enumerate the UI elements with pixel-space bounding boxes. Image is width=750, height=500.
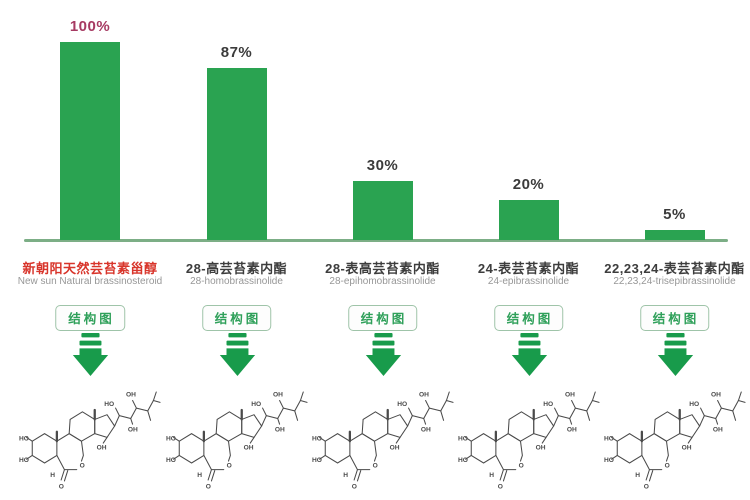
down-arrow-icon bbox=[365, 333, 401, 376]
svg-text:OH: OH bbox=[712, 427, 722, 434]
svg-text:O: O bbox=[518, 463, 523, 470]
svg-text:OH: OH bbox=[566, 427, 576, 434]
svg-text:HO: HO bbox=[458, 435, 468, 442]
chemical-structure: HO HO HO OH OH OH O O H bbox=[604, 391, 746, 491]
bar bbox=[206, 67, 267, 240]
svg-text:H: H bbox=[343, 472, 348, 479]
bar-value-label: 20% bbox=[512, 176, 545, 194]
svg-text:O: O bbox=[205, 484, 210, 491]
svg-text:HO: HO bbox=[251, 401, 261, 408]
svg-text:OH: OH bbox=[681, 445, 691, 452]
down-arrow-icon bbox=[219, 333, 255, 376]
svg-text:OH: OH bbox=[535, 445, 545, 452]
svg-text:OH: OH bbox=[564, 392, 574, 399]
down-arrow-icon bbox=[72, 333, 109, 376]
structure-button[interactable]: 结构图 bbox=[493, 305, 564, 331]
compound-name-zh: 28-高芸苔素内酯 bbox=[185, 261, 288, 276]
svg-text:O: O bbox=[497, 484, 502, 491]
compound-name-en: 22,23,24-trisepibrassinolide bbox=[613, 276, 736, 287]
svg-text:H: H bbox=[50, 472, 55, 479]
compound-column: 100% 新朝阳天然芸苔素甾醇 New sun Natural brassino… bbox=[17, 0, 163, 500]
svg-text:OH: OH bbox=[274, 427, 284, 434]
svg-text:O: O bbox=[80, 463, 85, 470]
svg-text:HO: HO bbox=[104, 401, 114, 408]
compound-column: 5% 22,23,24-表芸苔素内酯 22,23,24-trisepibrass… bbox=[602, 0, 748, 500]
compound-column: 20% 24-表芸苔素内酯 24-epibrassinolide 结构图 bbox=[456, 0, 602, 500]
bar bbox=[498, 200, 559, 240]
compound-name-en: 24-epibrassinolide bbox=[487, 276, 570, 287]
svg-text:OH: OH bbox=[710, 392, 720, 399]
compound-name-zh: 22,23,24-表芸苔素内酯 bbox=[604, 261, 745, 276]
svg-text:O: O bbox=[664, 463, 669, 470]
compound-name-zh: 28-表高芸苔素内酯 bbox=[325, 261, 440, 276]
svg-text:HO: HO bbox=[689, 401, 699, 408]
bar-value-label: 87% bbox=[220, 43, 253, 61]
svg-text:HO: HO bbox=[312, 435, 322, 442]
chart-baseline bbox=[24, 239, 728, 242]
svg-text:H: H bbox=[197, 472, 202, 479]
svg-text:OH: OH bbox=[128, 427, 138, 434]
compound-column: 30% 28-表高芸苔素内酯 28-epihomobrassinolide 结构… bbox=[310, 0, 456, 500]
svg-text:HO: HO bbox=[19, 457, 29, 464]
chemical-structure: HO HO HO OH OH OH O O H bbox=[312, 391, 454, 491]
svg-text:HO: HO bbox=[458, 457, 468, 464]
bar-value-label: 30% bbox=[366, 156, 399, 174]
svg-text:OH: OH bbox=[418, 392, 428, 399]
compound-name-en: 28-epihomobrassinolide bbox=[329, 276, 436, 287]
bar bbox=[60, 42, 120, 240]
structure-button[interactable]: 结构图 bbox=[55, 305, 125, 331]
svg-text:O: O bbox=[643, 484, 648, 491]
svg-text:O: O bbox=[59, 484, 64, 491]
compound-name-zh: 24-表芸苔素内酯 bbox=[477, 261, 580, 276]
chemical-structure: HO HO HO OH OH OH O O H bbox=[19, 391, 161, 491]
bar-value-label: 100% bbox=[69, 18, 111, 35]
svg-text:OH: OH bbox=[420, 427, 430, 434]
svg-text:OH: OH bbox=[389, 445, 399, 452]
down-arrow-icon bbox=[657, 333, 693, 376]
svg-text:OH: OH bbox=[97, 445, 107, 452]
structure-button[interactable]: 结构图 bbox=[347, 305, 418, 331]
svg-text:HO: HO bbox=[604, 457, 614, 464]
svg-text:O: O bbox=[226, 463, 231, 470]
svg-text:HO: HO bbox=[19, 435, 29, 442]
svg-text:OH: OH bbox=[243, 445, 253, 452]
svg-text:HO: HO bbox=[312, 457, 322, 464]
svg-text:HO: HO bbox=[166, 457, 176, 464]
svg-text:O: O bbox=[372, 463, 377, 470]
chemical-structure: HO HO HO OH OH OH O O H bbox=[458, 391, 600, 491]
svg-text:HO: HO bbox=[166, 435, 176, 442]
svg-text:HO: HO bbox=[397, 401, 407, 408]
down-arrow-icon bbox=[511, 333, 547, 376]
svg-text:H: H bbox=[635, 472, 640, 479]
svg-text:OH: OH bbox=[126, 392, 136, 399]
svg-text:HO: HO bbox=[604, 435, 614, 442]
structure-button[interactable]: 结构图 bbox=[639, 305, 710, 331]
bar bbox=[352, 180, 413, 240]
bar-value-label: 5% bbox=[663, 206, 686, 224]
structure-button[interactable]: 结构图 bbox=[201, 305, 272, 331]
compound-name-zh: 新朝阳天然芸苔素甾醇 bbox=[22, 261, 158, 276]
compound-name-en: 28-homobrassinolide bbox=[190, 276, 283, 287]
svg-text:OH: OH bbox=[272, 392, 282, 399]
compound-column: 87% 28-高芸苔素内酯 28-homobrassinolide 结构图 bbox=[164, 0, 310, 500]
svg-text:H: H bbox=[489, 472, 494, 479]
compound-name-en: New sun Natural brassinosteroid bbox=[17, 276, 163, 287]
chemical-structure: HO HO HO OH OH OH O O H bbox=[166, 391, 308, 491]
svg-text:HO: HO bbox=[543, 401, 553, 408]
svg-text:O: O bbox=[351, 484, 356, 491]
bar bbox=[644, 230, 705, 240]
